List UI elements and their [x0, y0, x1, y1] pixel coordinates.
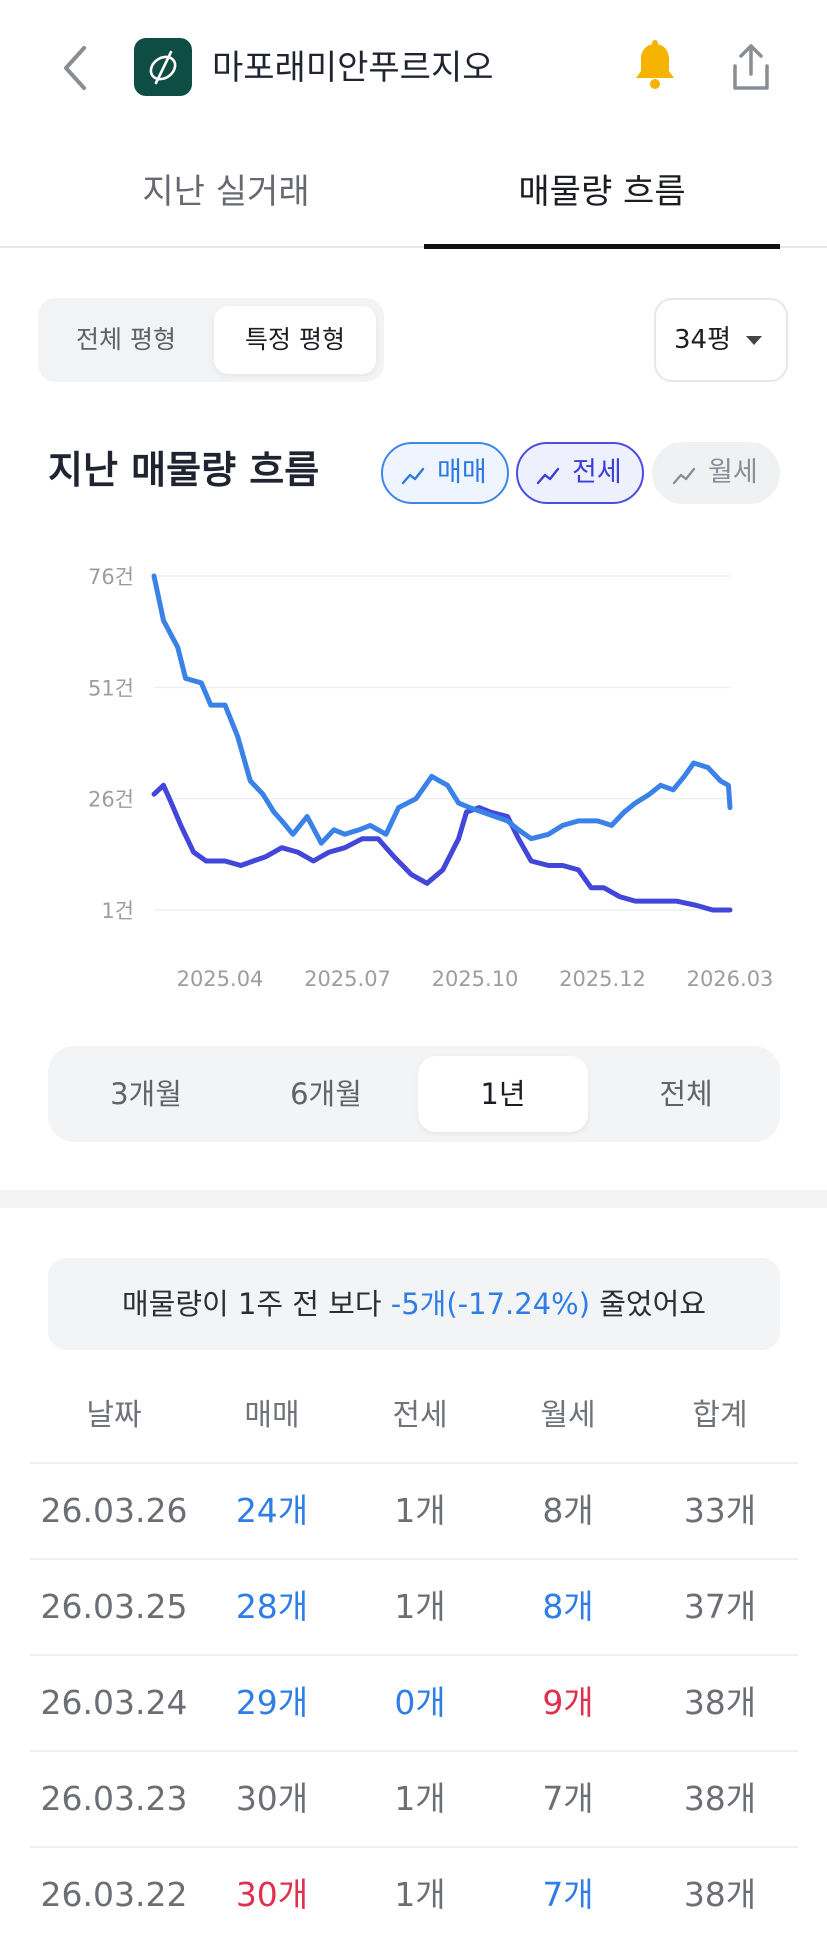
- cell-sale: 30개: [235, 1779, 309, 1818]
- table-row: 26.03.25 28개 1개 8개 37개: [30, 1558, 798, 1656]
- size-dropdown-value: 34평: [674, 325, 732, 355]
- cell-sale: 24개: [235, 1491, 309, 1530]
- trend-line-icon: [672, 467, 696, 485]
- cell-jeonse: 0개: [394, 1683, 446, 1722]
- table-row: 26.03.22 30개 1개 7개 38개: [30, 1846, 798, 1944]
- x-tick-label: 2025.04: [177, 967, 264, 991]
- bell-icon[interactable]: [630, 38, 680, 94]
- chip-jeonse-label: 전세: [572, 457, 622, 488]
- cell-sale: 28개: [235, 1587, 309, 1626]
- cell-wolse: 7개: [542, 1779, 594, 1818]
- table-header-sale: 매매: [244, 1398, 300, 1433]
- cell-total: 38개: [683, 1875, 757, 1914]
- chip-jeonse[interactable]: 전세: [516, 442, 644, 504]
- cell-wolse: 8개: [542, 1491, 594, 1530]
- cell-date: 26.03.23: [40, 1779, 188, 1818]
- section-divider: [0, 1190, 827, 1208]
- chevron-left-icon: [64, 46, 86, 90]
- series-line-jeonse: [151, 782, 733, 913]
- listing-flow-chart: 76건 51건 26건 1건 2025.04 2025.07 2025.10 2025.12 2…: [88, 565, 774, 991]
- period-3m[interactable]: 3개월: [110, 1077, 182, 1111]
- x-tick-label: 2026.03: [687, 967, 774, 991]
- cell-wolse: 8개: [542, 1587, 594, 1626]
- cell-total: 33개: [683, 1491, 757, 1530]
- tab-divider: [0, 246, 827, 248]
- summary-prefix: 매물량이 1주 전 보다: [122, 1287, 391, 1321]
- app-logo-icon: [134, 38, 192, 96]
- cell-sale: 29개: [235, 1683, 309, 1722]
- period-all[interactable]: 전체: [659, 1077, 713, 1111]
- chip-sale-label: 매매: [437, 457, 487, 488]
- area-toggle-all[interactable]: 전체 평형: [76, 325, 176, 354]
- trend-line-icon: [536, 467, 560, 485]
- tab-listing-flow[interactable]: 매물량 흐름: [518, 172, 686, 212]
- x-tick-label: 2025.10: [432, 967, 519, 991]
- table-header-date: 날짜: [86, 1398, 142, 1433]
- area-toggle-specific[interactable]: 특정 평형: [214, 306, 376, 374]
- table-header-total: 합계: [692, 1398, 748, 1433]
- period-6m[interactable]: 6개월: [290, 1077, 362, 1111]
- period-selector: 3개월 6개월 1년 전체: [48, 1046, 780, 1142]
- table-row: 26.03.26 24개 1개 8개 33개: [30, 1462, 798, 1560]
- chip-sale[interactable]: 매매: [381, 442, 509, 504]
- cell-date: 26.03.22: [40, 1875, 188, 1914]
- trend-line-icon: [401, 467, 425, 485]
- section-title: 지난 매물량 흐름: [48, 448, 320, 492]
- y-tick-label: 76건: [88, 565, 134, 589]
- series-line-sale: [151, 573, 733, 846]
- cell-jeonse: 1개: [394, 1587, 446, 1626]
- cell-wolse: 9개: [542, 1683, 594, 1722]
- page-title: 마포래미안푸르지오: [212, 48, 494, 88]
- caret-down-icon: [746, 336, 762, 345]
- cell-sale: 30개: [235, 1875, 309, 1914]
- cell-wolse: 7개: [542, 1875, 594, 1914]
- summary-change: -5개(-17.24%): [390, 1287, 591, 1321]
- table-row: 26.03.24 29개 0개 9개 38개: [30, 1654, 798, 1752]
- y-tick-label: 26건: [88, 788, 134, 812]
- table-header-wolse: 월세: [540, 1398, 596, 1433]
- back-button[interactable]: [56, 40, 96, 96]
- table-header-jeonse: 전세: [392, 1398, 448, 1433]
- size-dropdown[interactable]: 34평: [654, 298, 788, 382]
- chip-wolse[interactable]: 월세: [652, 442, 780, 504]
- summary-banner: 매물량이 1주 전 보다 -5개(-17.24%) 줄었어요: [48, 1258, 780, 1350]
- tab-active-indicator: [424, 244, 780, 249]
- x-tick-label: 2025.07: [304, 967, 391, 991]
- x-tick-label: 2025.12: [559, 967, 646, 991]
- y-tick-label: 51건: [88, 676, 134, 700]
- cell-total: 38개: [683, 1683, 757, 1722]
- cell-date: 26.03.25: [40, 1587, 188, 1626]
- tab-past-transactions[interactable]: 지난 실거래: [142, 172, 310, 212]
- cell-jeonse: 1개: [394, 1875, 446, 1914]
- cell-total: 38개: [683, 1779, 757, 1818]
- chip-wolse-label: 월세: [708, 457, 758, 488]
- table-row: 26.03.23 30개 1개 7개 38개: [30, 1750, 798, 1848]
- cell-total: 37개: [683, 1587, 757, 1626]
- y-tick-label: 1건: [101, 899, 134, 923]
- cell-jeonse: 1개: [394, 1491, 446, 1530]
- cell-date: 26.03.24: [40, 1683, 188, 1722]
- cell-jeonse: 1개: [394, 1779, 446, 1818]
- share-icon[interactable]: [726, 40, 776, 96]
- period-1y[interactable]: 1년: [418, 1056, 588, 1132]
- cell-date: 26.03.26: [40, 1491, 188, 1530]
- area-toggle: 전체 평형 특정 평형: [38, 298, 384, 382]
- summary-suffix: 줄었어요: [590, 1287, 706, 1321]
